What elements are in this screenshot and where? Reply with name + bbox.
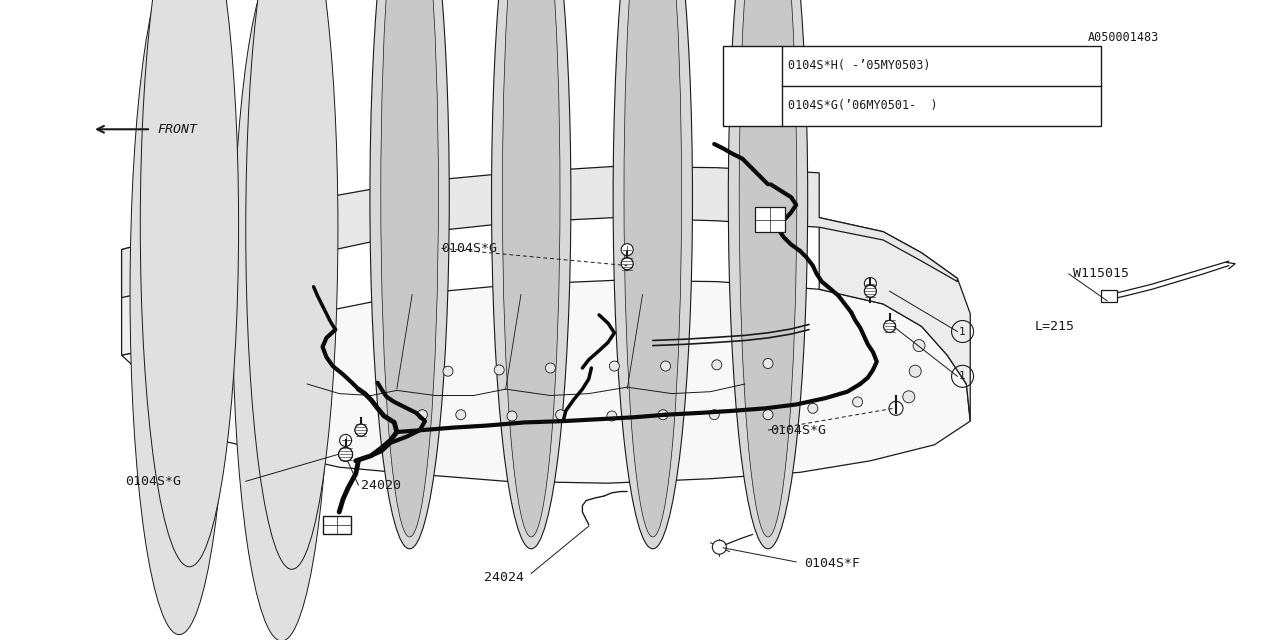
Ellipse shape	[503, 0, 561, 537]
Text: 24024: 24024	[484, 571, 524, 584]
Circle shape	[808, 403, 818, 413]
Text: A050001483: A050001483	[1088, 31, 1160, 44]
Circle shape	[339, 447, 352, 461]
Circle shape	[507, 411, 517, 421]
Circle shape	[852, 397, 863, 407]
Ellipse shape	[613, 0, 692, 549]
Circle shape	[339, 447, 352, 461]
Circle shape	[417, 410, 428, 420]
Circle shape	[494, 365, 504, 375]
Circle shape	[355, 424, 367, 436]
Polygon shape	[122, 198, 320, 355]
Text: FRONT: FRONT	[157, 123, 197, 136]
Text: 0104S*G: 0104S*G	[442, 242, 498, 255]
Text: 0104S*F: 0104S*F	[804, 557, 860, 570]
Circle shape	[909, 365, 922, 377]
Circle shape	[607, 411, 617, 421]
Text: 24020: 24020	[361, 479, 401, 492]
Circle shape	[339, 435, 352, 447]
Circle shape	[883, 321, 896, 332]
Polygon shape	[122, 280, 970, 483]
Ellipse shape	[131, 0, 228, 635]
Ellipse shape	[740, 0, 796, 537]
Text: 1: 1	[959, 371, 966, 381]
Ellipse shape	[728, 0, 808, 549]
Bar	[723, 46, 1101, 126]
Circle shape	[763, 358, 773, 369]
Text: 0104S*G: 0104S*G	[771, 424, 827, 436]
Text: 0104S*G: 0104S*G	[125, 475, 182, 488]
Ellipse shape	[370, 0, 449, 549]
Text: 1: 1	[749, 81, 755, 91]
Circle shape	[864, 278, 877, 290]
Polygon shape	[819, 218, 970, 421]
Ellipse shape	[233, 0, 330, 640]
Ellipse shape	[492, 0, 571, 549]
Polygon shape	[122, 166, 957, 298]
Circle shape	[913, 340, 925, 351]
Circle shape	[712, 360, 722, 370]
Circle shape	[355, 424, 367, 436]
Ellipse shape	[141, 0, 238, 567]
Circle shape	[609, 361, 620, 371]
Circle shape	[545, 363, 556, 373]
Text: 0104S*H( -’05MY0503): 0104S*H( -’05MY0503)	[787, 59, 931, 72]
Text: 1: 1	[959, 326, 966, 337]
Ellipse shape	[625, 0, 682, 537]
Circle shape	[556, 410, 566, 420]
Circle shape	[621, 258, 634, 269]
Ellipse shape	[246, 0, 338, 570]
Bar	[323, 516, 351, 534]
Ellipse shape	[381, 0, 439, 537]
Circle shape	[890, 401, 902, 415]
Circle shape	[763, 410, 773, 420]
Bar	[755, 207, 785, 232]
Circle shape	[709, 410, 719, 420]
Bar	[1101, 290, 1116, 302]
Text: L=215: L=215	[1034, 320, 1074, 333]
Circle shape	[443, 366, 453, 376]
Circle shape	[902, 391, 915, 403]
Circle shape	[456, 410, 466, 420]
Circle shape	[660, 361, 671, 371]
Circle shape	[713, 540, 726, 554]
Circle shape	[658, 410, 668, 420]
Text: 0104S*G(’06MY0501-  ): 0104S*G(’06MY0501- )	[787, 99, 937, 112]
Circle shape	[621, 244, 634, 255]
Circle shape	[864, 285, 877, 297]
Text: W115015: W115015	[1073, 268, 1129, 280]
